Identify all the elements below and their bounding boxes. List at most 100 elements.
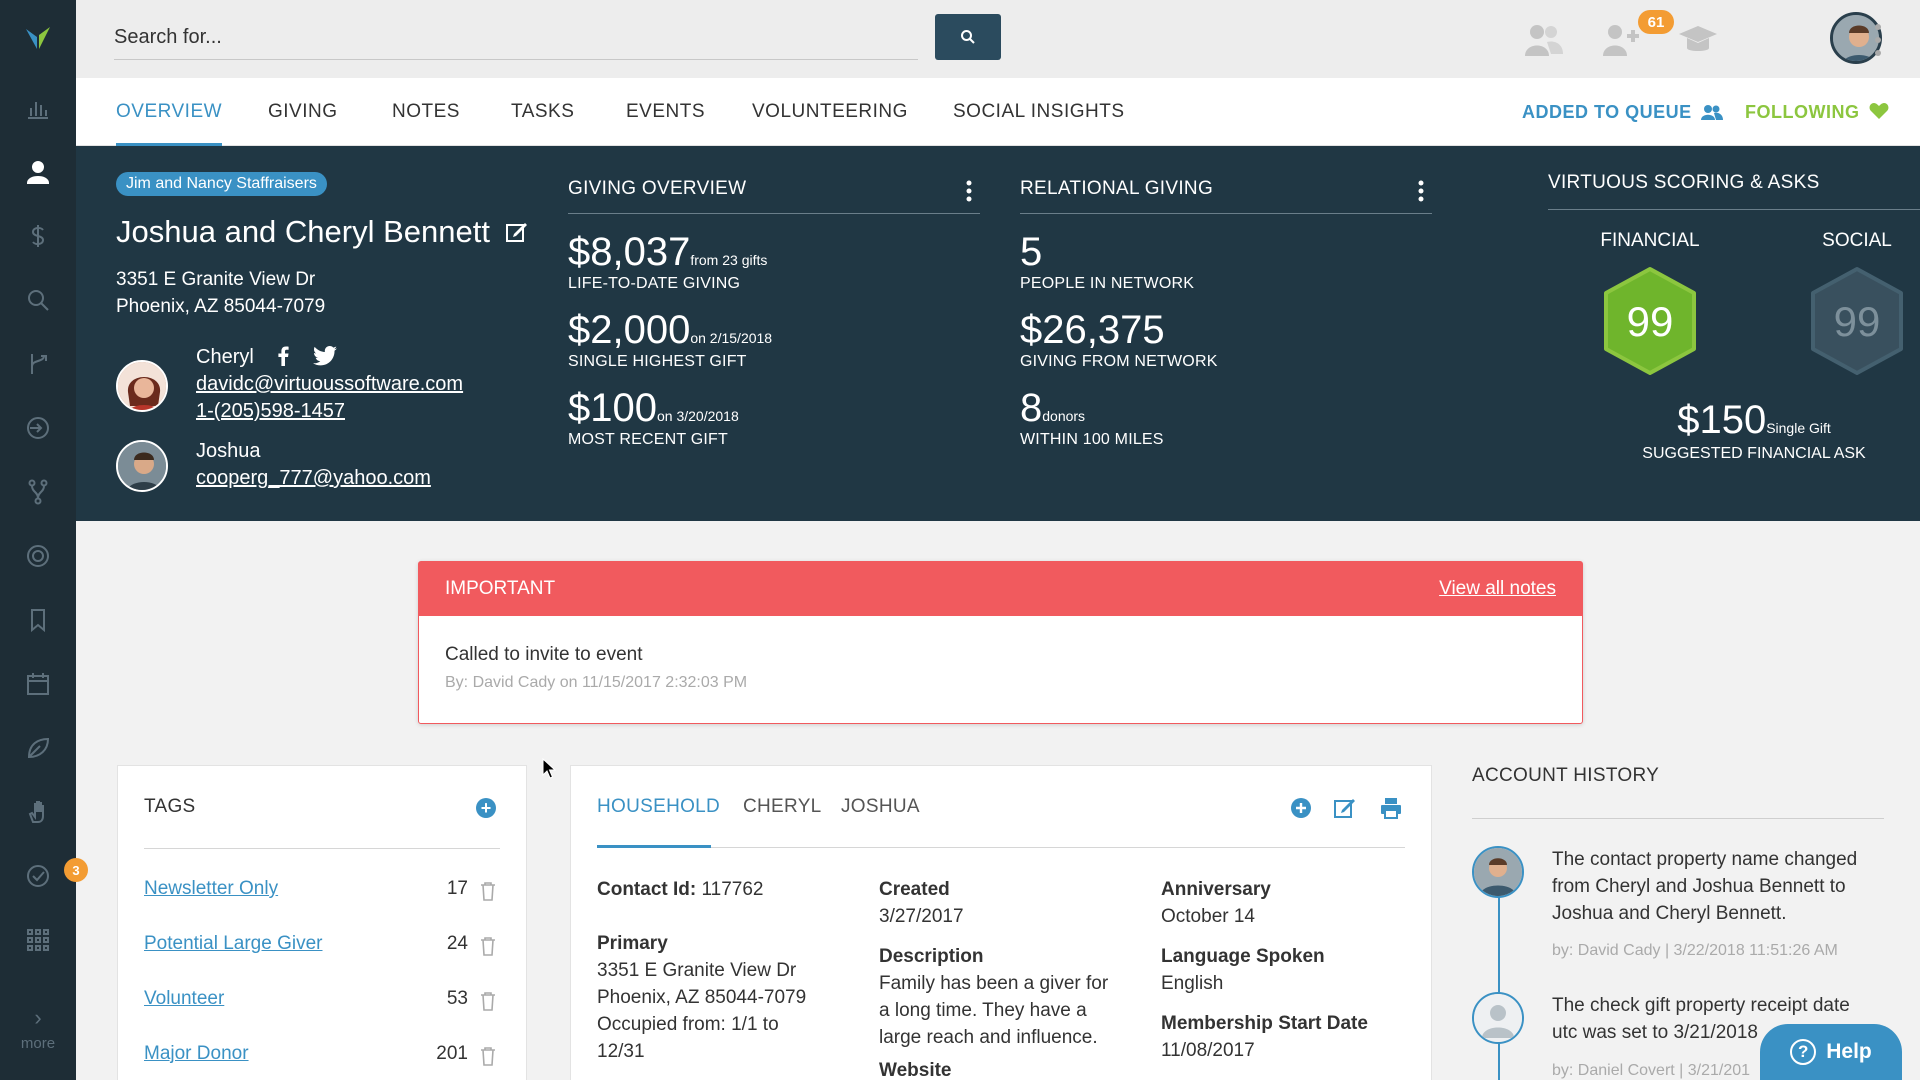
section-title: GIVING OVERVIEW: [568, 174, 980, 214]
user-avatar[interactable]: [1830, 12, 1882, 64]
avatar[interactable]: [116, 360, 168, 412]
divider: [1472, 818, 1884, 819]
trash-icon[interactable]: [480, 936, 496, 956]
tab-giving[interactable]: GIVING: [268, 101, 338, 122]
people-icon[interactable]: [1522, 18, 1566, 62]
app-logo[interactable]: [0, 0, 76, 76]
contact-address: 3351 E Granite View Dr Phoenix, AZ 85044…: [116, 266, 325, 320]
trash-icon[interactable]: [480, 991, 496, 1011]
history-entry-text: The contact property name changed from C…: [1552, 846, 1872, 927]
financial-score-hexagon[interactable]: [1600, 266, 1700, 376]
history-line: Joshua and Cheryl Bennett.: [1552, 903, 1787, 924]
tab-volunteering[interactable]: VOLUNTEERING: [752, 101, 908, 122]
avatar[interactable]: [1472, 846, 1524, 898]
tag-link[interactable]: Major Donor: [144, 1043, 249, 1064]
add-circle-icon[interactable]: [1289, 796, 1313, 820]
tab-overview[interactable]: OVERVIEW: [116, 78, 223, 146]
branch-icon[interactable]: [0, 460, 76, 524]
help-label: Help: [1826, 1040, 1872, 1063]
tasks-check-icon[interactable]: 3: [0, 844, 88, 908]
history-line: from Cheryl and Joshua Bennett to: [1552, 876, 1846, 897]
following-label: FOLLOWING: [1745, 102, 1860, 122]
trash-icon[interactable]: [480, 1046, 496, 1066]
search-button[interactable]: [935, 14, 1001, 60]
cheryl-phone-link[interactable]: 1-(205)598-1457: [196, 400, 345, 422]
twitter-icon[interactable]: [312, 346, 337, 366]
leaf-icon[interactable]: [0, 716, 76, 780]
edit-icon[interactable]: [1333, 796, 1357, 820]
workflow-icon[interactable]: [0, 332, 76, 396]
ask-suffix: Single Gift: [1766, 420, 1831, 436]
field-value-line: Phoenix, AZ 85044-7079: [597, 987, 807, 1008]
stat-suffix: donors: [1042, 408, 1086, 424]
important-header: IMPORTANT View all notes: [419, 562, 1582, 616]
tag-link[interactable]: Newsletter Only: [144, 878, 279, 899]
help-button[interactable]: ? Help: [1760, 1024, 1902, 1080]
giving-dollar-icon[interactable]: [0, 204, 76, 268]
print-icon[interactable]: [1379, 796, 1403, 820]
more-vertical-icon[interactable]: [1856, 18, 1900, 62]
social-score-label: SOCIAL: [1822, 230, 1892, 251]
add-user-icon[interactable]: [1598, 18, 1642, 62]
address-line-2: Phoenix, AZ 85044-7079: [116, 296, 326, 317]
more-button[interactable]: › more: [0, 1005, 76, 1052]
trash-icon[interactable]: [480, 881, 496, 901]
tag-link[interactable]: Volunteer: [144, 988, 225, 1009]
field-label: Language Spoken: [1161, 946, 1325, 967]
reports-icon[interactable]: [0, 76, 76, 140]
stat-label: SINGLE HIGHEST GIFT: [568, 353, 747, 370]
tab-cheryl[interactable]: CHERYL: [743, 796, 822, 817]
target-icon[interactable]: [0, 524, 76, 588]
relational-giving-title: RELATIONAL GIVING: [1020, 178, 1214, 199]
apps-grid-icon[interactable]: [0, 908, 76, 972]
top-bar: 61: [76, 0, 1920, 78]
field-value-line: large reach and influence.: [879, 1027, 1098, 1048]
view-all-notes-link[interactable]: View all notes: [1439, 578, 1556, 599]
tasks-badge: 3: [64, 858, 88, 882]
contacts-icon[interactable]: [0, 140, 76, 204]
contact-tag-pill[interactable]: Jim and Nancy Staffraisers: [116, 172, 327, 196]
avatar[interactable]: [1472, 992, 1524, 1044]
hand-icon[interactable]: [0, 780, 76, 844]
tab-tasks[interactable]: TASKS: [511, 101, 575, 122]
facebook-icon[interactable]: [277, 346, 289, 366]
field-value-line: Family has been a giver for: [879, 973, 1109, 994]
tab-events[interactable]: EVENTS: [626, 101, 706, 122]
joshua-email-link[interactable]: cooperg_777@yahoo.com: [196, 467, 431, 489]
stat-label: PEOPLE IN NETWORK: [1020, 275, 1195, 292]
more-vertical-icon[interactable]: [966, 180, 972, 202]
address-line-1: 3351 E Granite View Dr: [116, 269, 316, 290]
tab-household[interactable]: HOUSEHOLD: [597, 796, 721, 817]
tab-notes[interactable]: NOTES: [392, 101, 460, 122]
more-label: more: [20, 1035, 56, 1052]
membership-field: Membership Start Date 11/08/2017: [1161, 1010, 1368, 1064]
add-tag-icon[interactable]: +: [476, 798, 496, 818]
tags-card: TAGS + Newsletter Only 17 Potential Larg…: [117, 765, 527, 1080]
tag-link[interactable]: Potential Large Giver: [144, 933, 323, 954]
giving-overview-section: GIVING OVERVIEW $8,037from 23 gifts LIFE…: [568, 174, 980, 504]
following-button[interactable]: FOLLOWING: [1745, 78, 1889, 146]
help-circle-icon: ?: [1790, 1039, 1817, 1065]
section-title: RELATIONAL GIVING: [1020, 174, 1432, 214]
more-vertical-icon[interactable]: [1418, 180, 1424, 202]
added-to-queue-button[interactable]: ADDED TO QUEUE: [1522, 78, 1724, 146]
field-value: 11/08/2017: [1161, 1040, 1255, 1061]
contact-tabs: OVERVIEW GIVING NOTES TASKS EVENTS VOLUN…: [76, 78, 1920, 146]
tab-joshua[interactable]: JOSHUA: [841, 796, 920, 817]
search-nav-icon[interactable]: [0, 268, 76, 332]
tab-social-insights[interactable]: SOCIAL INSIGHTS: [953, 101, 1125, 122]
graduation-cap-icon[interactable]: [1676, 18, 1720, 62]
edit-name-icon[interactable]: [505, 220, 529, 244]
search-input[interactable]: [114, 16, 918, 60]
avatar[interactable]: [116, 440, 168, 492]
field-value: 117762: [701, 879, 764, 900]
stat-value: 8: [1020, 386, 1043, 430]
bookmark-icon[interactable]: [0, 588, 76, 652]
stat-label: WITHIN 100 MILES: [1020, 431, 1164, 448]
tags-title: TAGS: [144, 796, 196, 817]
calendar-icon[interactable]: [0, 652, 76, 716]
cheryl-email-link[interactable]: davidc@virtuoussoftware.com: [196, 373, 464, 395]
import-icon[interactable]: [0, 396, 76, 460]
person-joshua: Joshua cooperg_777@yahoo.com: [116, 440, 476, 510]
social-score-hexagon[interactable]: [1807, 266, 1907, 376]
